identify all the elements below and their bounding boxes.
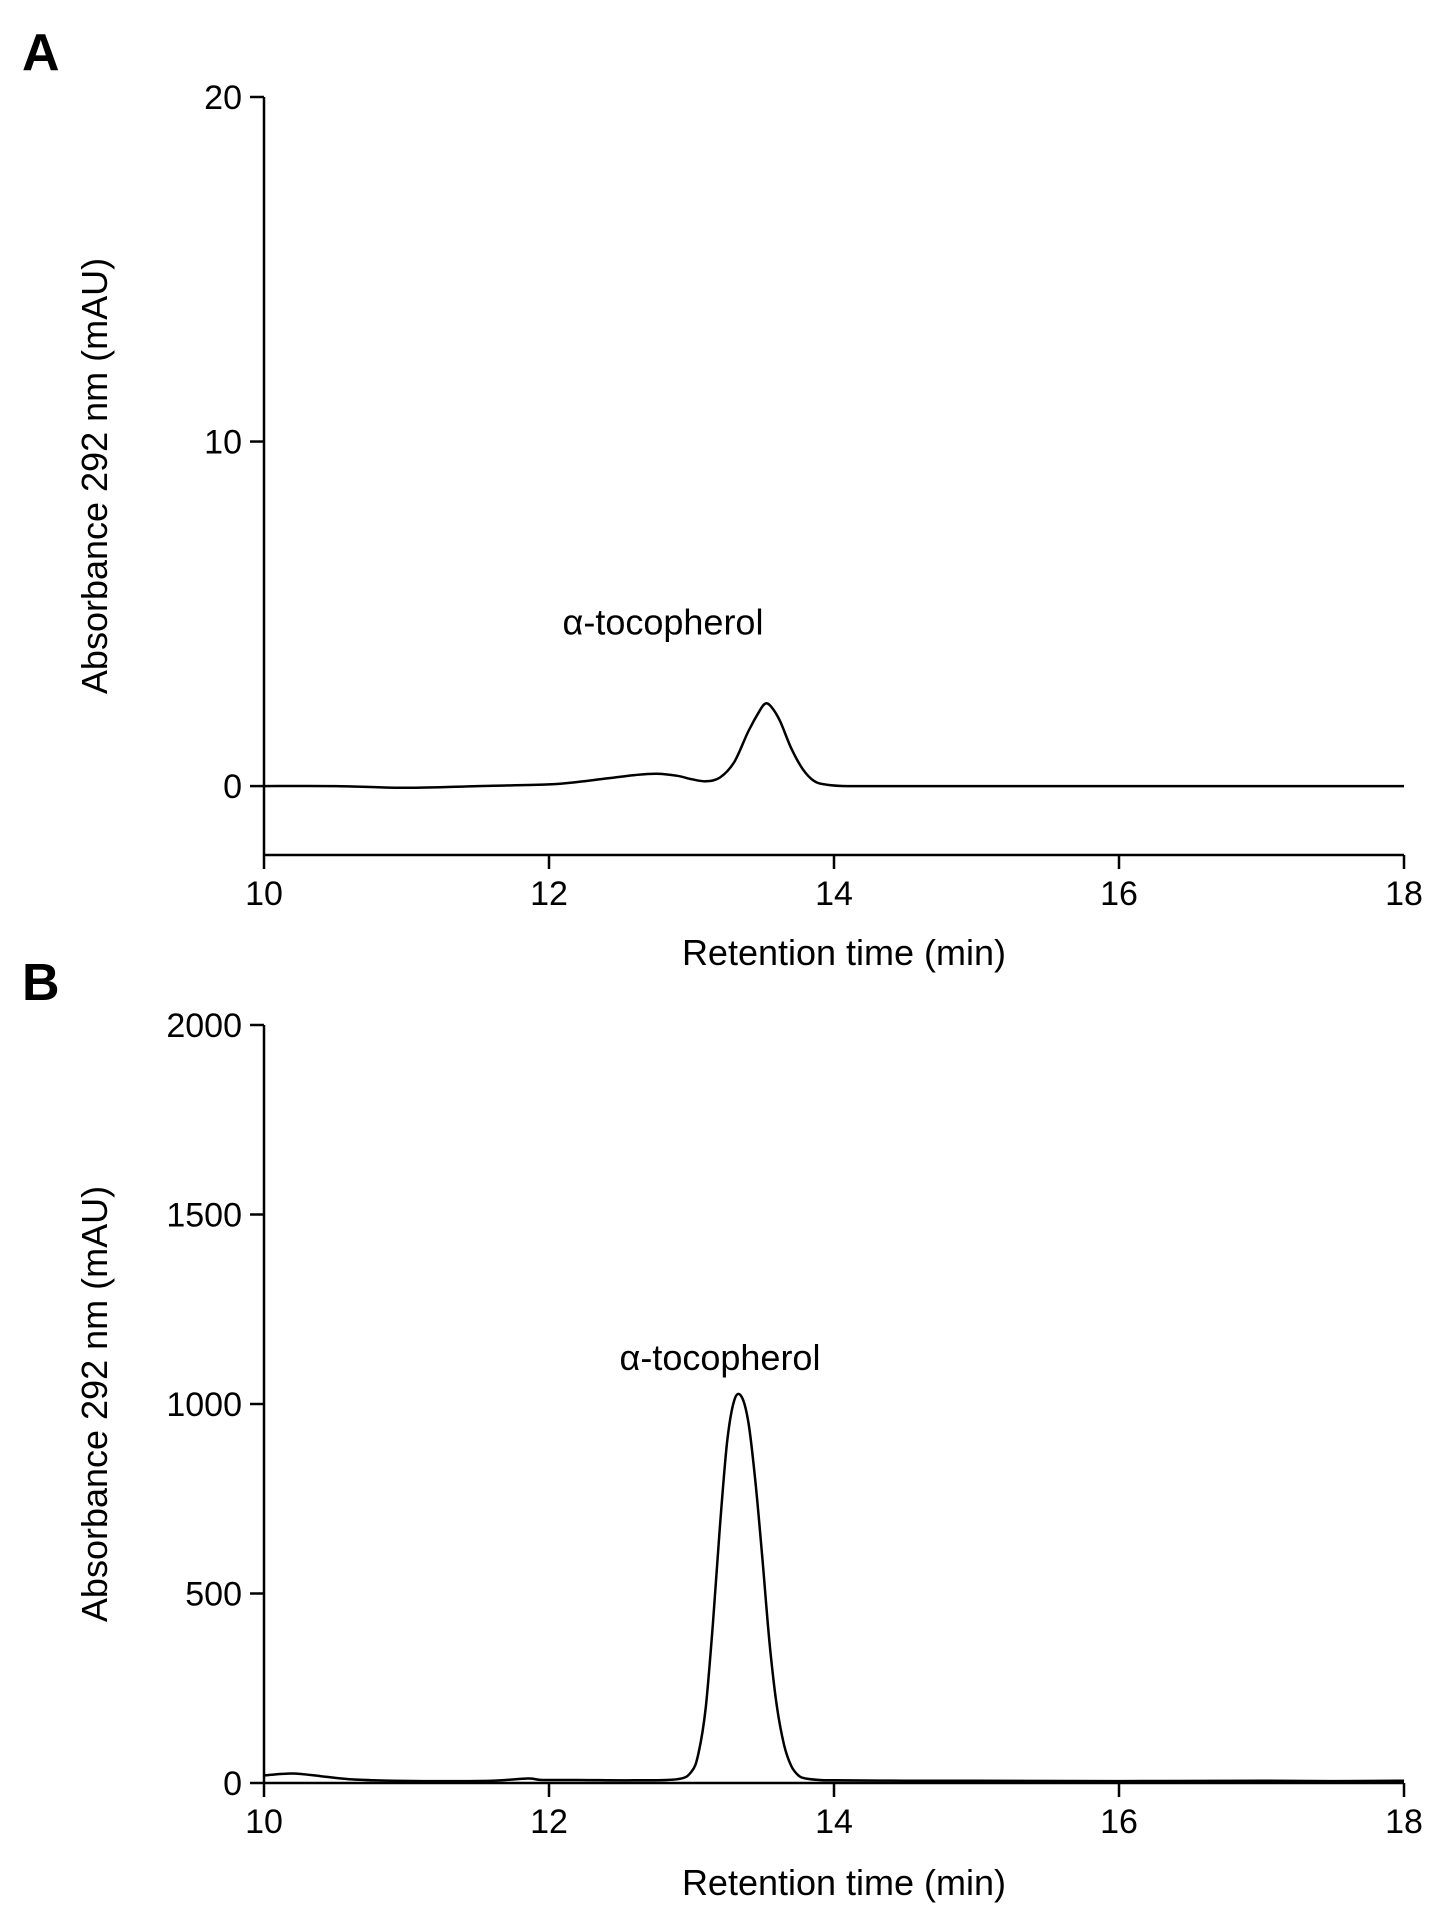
panel-b-y-tick-label: 1000 (166, 1386, 242, 1424)
panel-b-axes (262, 1025, 1404, 1785)
panel-b-y-tick-label: 0 (223, 1765, 242, 1803)
panel-b-annotation: α-tocopherol (620, 1337, 821, 1378)
panel-a-axes (262, 97, 1404, 857)
panel-a-x-tick-label: 12 (530, 875, 568, 913)
panel-a-ticks: 10 12 14 16 18 0 10 20 (204, 79, 1423, 913)
panel-a-trace (263, 702, 1404, 790)
panel-b-letter: B (22, 954, 60, 1012)
panel-b-y-tick-label: 1500 (166, 1197, 242, 1235)
panel-b-trace (263, 1392, 1405, 1783)
panel-a-y-axis-label: Absorbance 292 nm (mAU) (74, 258, 115, 694)
panel-a-annotation: α-tocopherol (563, 601, 764, 642)
panel-b-y-tick-label: 2000 (166, 1007, 242, 1045)
panel-b-ticks: 10 12 14 16 18 0 500 1000 1500 2000 (166, 1007, 1423, 1841)
panel-b-y-axis-label: Absorbance 292 nm (mAU) (74, 1186, 115, 1622)
panel-a-x-tick-label: 10 (245, 875, 283, 913)
panel-a-y-tick-label: 10 (204, 424, 242, 462)
panel-b-x-tick-label: 12 (530, 1803, 568, 1841)
panel-a: A 10 12 14 16 18 0 10 20 α-tocopherol Retention… (22, 24, 1423, 973)
panel-a-letter: A (22, 24, 60, 82)
panel-a-x-tick-label: 16 (1100, 875, 1138, 913)
panel-a-x-tick-label: 14 (815, 875, 853, 913)
panel-a-x-tick-label: 18 (1385, 875, 1423, 913)
panel-b-x-axis-label: Retention time (min) (682, 1862, 1006, 1903)
panel-b-y-tick-label: 500 (185, 1576, 242, 1614)
panel-a-y-tick-label: 0 (223, 768, 242, 806)
panel-b-x-tick-label: 16 (1100, 1803, 1138, 1841)
panel-a-x-axis-label: Retention time (min) (682, 932, 1006, 973)
panel-a-y-tick-label: 20 (204, 79, 242, 117)
panel-b-x-tick-label: 10 (245, 1803, 283, 1841)
panel-b: B 10 12 14 16 18 0 500 1000 1500 2000 α-tocophero… (22, 954, 1423, 1903)
panel-b-x-tick-label: 14 (815, 1803, 853, 1841)
panel-b-x-tick-label: 18 (1385, 1803, 1423, 1841)
